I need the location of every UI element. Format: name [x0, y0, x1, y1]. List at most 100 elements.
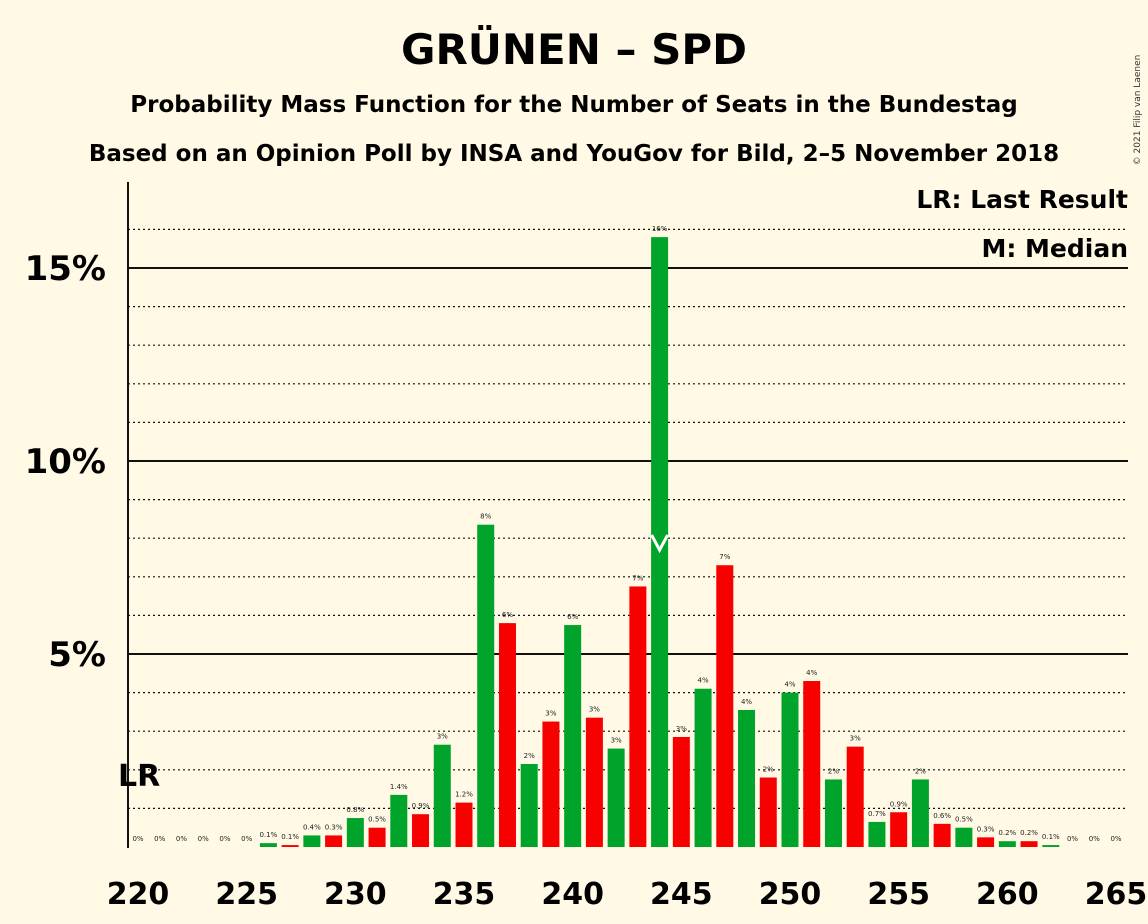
bar-seat-237 — [498, 623, 516, 847]
bar-label-seat-246: 4% — [698, 677, 709, 685]
grid — [128, 228, 1128, 810]
bar-label-seat-247: 7% — [719, 553, 730, 561]
bar-seat-247 — [716, 565, 734, 847]
bar-seat-249 — [759, 777, 777, 847]
chart-subtitle-1: Probability Mass Function for the Number… — [130, 92, 1017, 118]
x-tick-label: 265 — [1085, 877, 1148, 912]
bar-label-seat-261: 0.2% — [1020, 829, 1038, 837]
bar-label-seat-257: 0.6% — [933, 812, 951, 820]
x-tick-label: 245 — [650, 877, 713, 912]
y-tick-label: 15% — [25, 249, 106, 289]
bar-seat-251 — [803, 681, 821, 847]
x-tick-label: 220 — [107, 877, 170, 912]
bar-label-seat-264: 0% — [1089, 835, 1100, 843]
bar-seat-235 — [455, 802, 473, 847]
bar-label-seat-228: 0.4% — [303, 823, 321, 831]
bar-seat-256 — [911, 779, 929, 847]
bar-seat-236 — [477, 524, 495, 847]
bar-seat-238 — [520, 764, 538, 847]
bar-label-seat-241: 3% — [589, 706, 600, 714]
bar-label-seat-237: 6% — [502, 611, 513, 619]
legend-median: M: Median — [981, 234, 1128, 263]
bar-label-seat-232: 1.4% — [390, 783, 408, 791]
x-tick-label: 235 — [433, 877, 496, 912]
x-tick-label: 255 — [867, 877, 930, 912]
bar-label-seat-230: 0.8% — [346, 806, 364, 814]
bar-label-seat-248: 4% — [741, 698, 752, 706]
legend-last-result: LR: Last Result — [916, 185, 1128, 214]
bar-label-seat-265: 0% — [1110, 835, 1121, 843]
x-tick-label: 260 — [976, 877, 1039, 912]
bar-label-seat-256: 2% — [915, 767, 926, 775]
bar-labels: 0% 0% 0% 0% 0% 0% 0.1% 0.1% 0.4% 0.3% 0.8% 0.5% 1.4%… — [132, 225, 1121, 843]
bar-label-seat-239: 3% — [545, 710, 556, 718]
bar-label-seat-255: 0.9% — [890, 800, 908, 808]
bar-label-seat-251: 4% — [806, 669, 817, 677]
bar-seat-231 — [368, 827, 386, 847]
y-tick-label: 10% — [25, 442, 106, 482]
bar-label-seat-259: 0.3% — [977, 825, 995, 833]
last-result-label: LR — [118, 759, 160, 794]
bar-label-seat-250: 4% — [784, 681, 795, 689]
bar-seat-248 — [738, 709, 756, 847]
bar-seat-255 — [890, 812, 908, 847]
bar-label-seat-233: 0.9% — [412, 802, 430, 810]
bar-label-seat-231: 0.5% — [368, 816, 386, 824]
bar-seat-226 — [259, 843, 277, 847]
x-tick-label: 250 — [759, 877, 822, 912]
bar-seat-230 — [346, 818, 364, 847]
x-tick-label: 230 — [324, 877, 387, 912]
bar-seat-240 — [564, 625, 582, 847]
bar-label-seat-253: 3% — [850, 735, 861, 743]
bar-seat-229 — [325, 835, 343, 847]
bar-seat-246 — [694, 688, 712, 847]
chart-subtitle-2: Based on an Opinion Poll by INSA and You… — [89, 141, 1059, 167]
bar-seat-254 — [868, 821, 886, 847]
bar-seat-262 — [1042, 845, 1060, 847]
bar-seat-261 — [1020, 841, 1038, 847]
bar-seat-245 — [672, 736, 690, 847]
bar-seat-252 — [824, 779, 842, 847]
x-tick-label: 225 — [215, 877, 278, 912]
bar-seat-242 — [607, 748, 625, 847]
median-marker — [650, 534, 669, 554]
bar-label-seat-245: 3% — [676, 725, 687, 733]
bar-label-seat-227: 0.1% — [281, 833, 299, 841]
bar-label-seat-263: 0% — [1067, 835, 1078, 843]
bar-seat-228 — [303, 835, 321, 847]
bar-label-seat-240: 6% — [567, 613, 578, 621]
bar-label-seat-223: 0% — [198, 835, 209, 843]
bar-label-seat-242: 3% — [611, 737, 622, 745]
bar-label-seat-221: 0% — [154, 835, 165, 843]
bar-seat-243 — [629, 586, 647, 847]
bar-label-seat-226: 0.1% — [260, 831, 278, 839]
bar-label-seat-224: 0% — [219, 835, 230, 843]
bar-label-seat-238: 2% — [524, 752, 535, 760]
chart-title: GRÜNEN – SPD — [401, 24, 747, 74]
x-tick-labels: 220 225 230 235 240 245 250 255 260 265 — [107, 877, 1148, 912]
bar-seat-257 — [933, 823, 951, 847]
bar-label-seat-236: 8% — [480, 513, 491, 521]
bar-label-seat-229: 0.3% — [325, 823, 343, 831]
bar-seat-258 — [955, 827, 973, 847]
bar-label-seat-260: 0.2% — [998, 829, 1016, 837]
bar-label-seat-222: 0% — [176, 835, 187, 843]
bar-label-seat-249: 2% — [763, 766, 774, 774]
bar-seat-227 — [281, 845, 299, 847]
y-tick-labels: 5% 10% 15% — [25, 249, 106, 675]
copyright-notice: © 2021 Filip van Laenen — [1133, 55, 1143, 166]
bar-label-seat-235: 1.2% — [455, 791, 473, 799]
bar-seat-239 — [542, 721, 560, 847]
x-tick-label: 240 — [541, 877, 604, 912]
bar-label-seat-254: 0.7% — [868, 810, 886, 818]
bar-seat-250 — [781, 692, 799, 847]
bar-seat-233 — [412, 814, 430, 847]
bar-seat-232 — [390, 794, 408, 847]
bar-label-seat-225: 0% — [241, 835, 252, 843]
bar-seat-244 — [651, 237, 669, 847]
bar-label-seat-252: 2% — [828, 767, 839, 775]
bar-seat-253 — [846, 746, 864, 847]
bar-label-seat-243: 7% — [632, 574, 643, 582]
bars — [259, 237, 1060, 847]
